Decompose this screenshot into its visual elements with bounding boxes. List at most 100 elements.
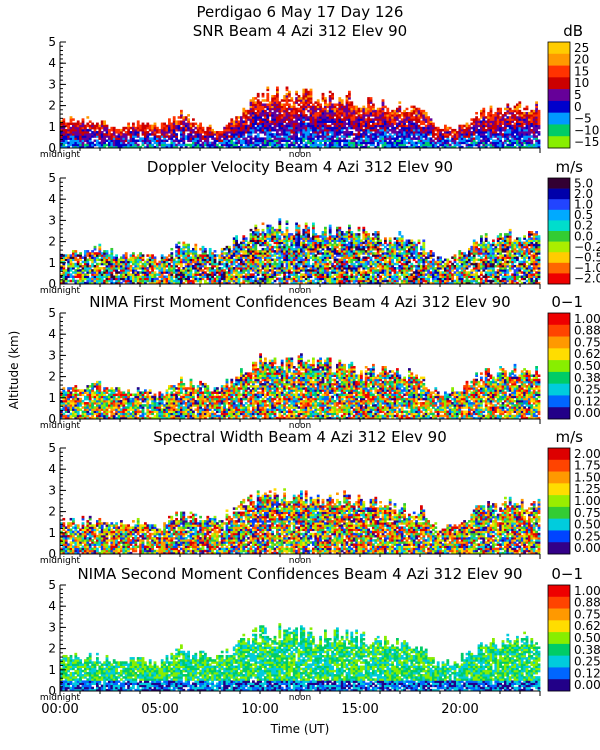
heat-cell bbox=[232, 269, 236, 272]
heat-cell bbox=[352, 133, 356, 136]
heat-cell bbox=[187, 277, 190, 281]
heat-cell bbox=[302, 124, 306, 128]
heat-cell bbox=[285, 139, 289, 143]
heat-cell bbox=[247, 241, 250, 245]
heat-cell bbox=[160, 256, 164, 259]
heat-cell bbox=[508, 145, 512, 149]
heat-cell bbox=[324, 137, 327, 140]
heat-cell bbox=[146, 277, 150, 281]
heat-cell bbox=[177, 247, 181, 251]
heat-cell bbox=[528, 111, 531, 115]
heat-cell bbox=[237, 133, 241, 136]
heat-cell bbox=[168, 120, 171, 123]
heat-cell bbox=[266, 122, 270, 126]
heat-cell bbox=[249, 101, 253, 104]
heat-cell bbox=[206, 133, 210, 136]
heat-cell bbox=[79, 124, 82, 128]
heat-cell bbox=[307, 99, 310, 102]
heat-cell bbox=[232, 243, 236, 247]
heat-cell bbox=[187, 275, 190, 279]
heat-cell bbox=[362, 139, 366, 143]
heat-cell bbox=[458, 126, 462, 130]
heat-cell bbox=[261, 281, 265, 285]
heat-cell bbox=[292, 271, 296, 274]
heat-cell bbox=[506, 120, 510, 123]
heat-cell bbox=[232, 271, 236, 274]
heat-cell bbox=[348, 114, 351, 117]
heat-cell bbox=[302, 260, 306, 264]
heat-cell bbox=[333, 247, 337, 251]
heat-cell bbox=[316, 260, 320, 264]
heat-cell bbox=[264, 116, 267, 119]
heat-cell bbox=[432, 124, 435, 128]
heat-cell bbox=[482, 122, 486, 126]
heat-cell bbox=[259, 277, 262, 281]
heat-cell bbox=[520, 120, 524, 123]
heat-cell bbox=[302, 126, 306, 130]
heat-cell bbox=[146, 126, 150, 130]
heat-cell bbox=[530, 122, 534, 126]
heat-cell bbox=[216, 137, 219, 140]
heat-cell bbox=[76, 133, 80, 136]
heat-cell bbox=[499, 116, 502, 119]
heat-cell bbox=[280, 109, 284, 113]
heat-cell bbox=[216, 277, 219, 281]
heat-cell bbox=[256, 252, 260, 255]
heat-cell bbox=[518, 122, 522, 126]
heat-cell bbox=[180, 275, 183, 279]
heat-cell bbox=[204, 267, 207, 270]
heat-cell bbox=[525, 135, 529, 138]
heat-cell bbox=[208, 254, 212, 257]
heat-cell bbox=[163, 133, 166, 136]
heat-cell bbox=[295, 237, 298, 240]
heat-cell bbox=[132, 271, 135, 274]
heat-cell bbox=[261, 107, 265, 111]
heat-cell bbox=[283, 103, 286, 106]
heat-cell bbox=[300, 262, 303, 266]
heat-cell bbox=[324, 264, 327, 268]
heat-cell bbox=[254, 264, 258, 268]
heat-cell bbox=[69, 126, 73, 130]
heat-cell bbox=[240, 124, 243, 128]
heat-cell bbox=[254, 118, 258, 121]
heat-cell bbox=[302, 231, 306, 234]
heat-cell bbox=[309, 97, 313, 100]
heat-cell bbox=[254, 122, 258, 126]
heat-cell bbox=[230, 267, 234, 270]
heat-cell bbox=[103, 126, 106, 130]
heat-cell bbox=[290, 279, 294, 283]
heat-cell bbox=[386, 120, 390, 123]
heat-cell bbox=[412, 116, 416, 119]
heat-cell bbox=[336, 239, 339, 242]
heat-cell bbox=[268, 137, 272, 140]
heat-cell bbox=[93, 264, 97, 268]
heat-cell bbox=[297, 277, 301, 281]
heat-cell bbox=[436, 137, 440, 140]
heat-cell bbox=[268, 277, 272, 281]
heat-cell bbox=[285, 226, 289, 230]
heat-cell bbox=[324, 281, 327, 285]
heat-cell bbox=[336, 281, 339, 285]
heat-cell bbox=[460, 141, 464, 145]
heat-cell bbox=[213, 143, 217, 147]
heat-cell bbox=[331, 145, 334, 149]
heat-cell bbox=[168, 277, 171, 281]
heat-cell bbox=[410, 120, 414, 123]
heat-cell bbox=[516, 103, 519, 106]
heat-cell bbox=[184, 279, 188, 283]
heat-cell bbox=[74, 145, 78, 149]
heat-cell bbox=[312, 124, 315, 128]
heat-cell bbox=[117, 139, 121, 143]
heat-cell bbox=[304, 258, 308, 262]
heat-cell bbox=[201, 269, 205, 272]
heat-cell bbox=[153, 256, 157, 259]
heat-cell bbox=[537, 141, 541, 145]
heat-cell bbox=[79, 277, 82, 281]
heat-cell bbox=[304, 262, 308, 266]
heat-cell bbox=[72, 256, 75, 259]
heat-cell bbox=[208, 145, 212, 149]
heat-cell bbox=[283, 126, 286, 130]
heat-cell bbox=[225, 135, 229, 138]
heat-cell bbox=[175, 264, 178, 268]
heat-cell bbox=[139, 256, 142, 259]
